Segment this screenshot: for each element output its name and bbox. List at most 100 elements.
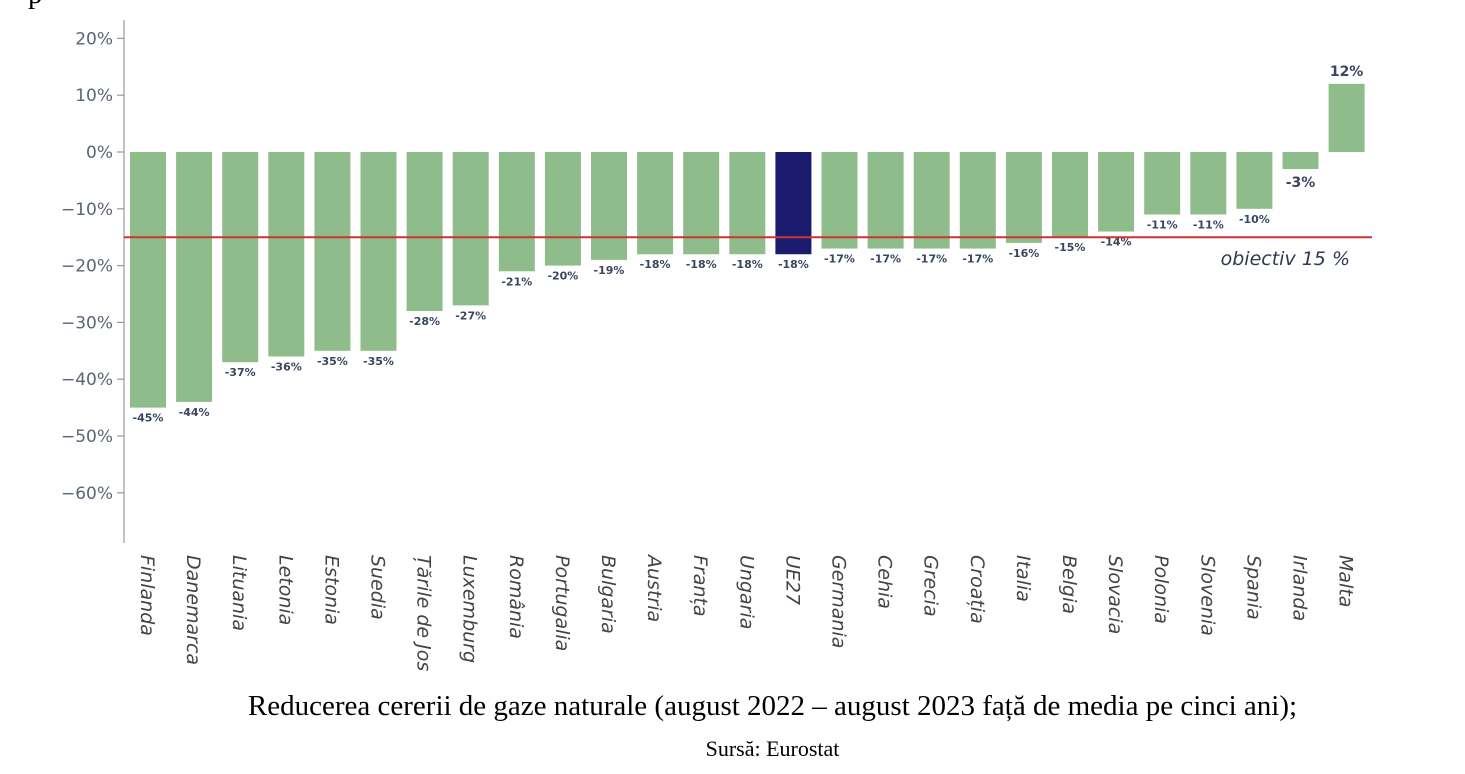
category-label: Croația bbox=[966, 555, 988, 624]
data-label: -3% bbox=[1286, 175, 1316, 191]
category-label: Spania bbox=[1242, 555, 1264, 620]
data-label: -27% bbox=[455, 309, 486, 322]
data-label: -20% bbox=[547, 270, 578, 283]
bar-grecia bbox=[913, 152, 950, 249]
y-tick-label: −60% bbox=[61, 484, 113, 504]
bar-malta bbox=[1328, 83, 1365, 152]
bar-slovenia bbox=[1190, 152, 1227, 215]
bar-germania bbox=[821, 152, 858, 249]
y-tick-label: 0% bbox=[86, 143, 113, 163]
y-axis: 20% 10% 0% −10% −20% −30% −40% −50% −60% bbox=[61, 20, 125, 543]
bar-ue27 bbox=[775, 152, 812, 255]
data-label: -17% bbox=[824, 253, 855, 266]
category-label: Italia bbox=[1012, 555, 1034, 602]
y-tick-label: 20% bbox=[75, 29, 113, 49]
data-label: -14% bbox=[1101, 236, 1132, 249]
data-label: -18% bbox=[686, 258, 717, 271]
y-tick-label: −10% bbox=[61, 200, 113, 220]
data-label: -17% bbox=[962, 253, 993, 266]
data-label: -19% bbox=[594, 264, 625, 277]
bar-cehia bbox=[867, 152, 904, 249]
category-label: Polonia bbox=[1150, 555, 1172, 624]
data-label: -18% bbox=[640, 258, 671, 271]
bar-polonia bbox=[1144, 152, 1181, 215]
data-label: -35% bbox=[363, 355, 394, 368]
y-tick-label: −20% bbox=[61, 257, 113, 277]
bar-portugalia bbox=[544, 152, 581, 266]
bar-irlanda bbox=[1282, 152, 1319, 170]
data-label: -37% bbox=[225, 366, 256, 379]
category-label: Germania bbox=[828, 555, 850, 648]
data-label: -15% bbox=[1055, 241, 1086, 254]
category-label: Luxemburg bbox=[459, 555, 481, 663]
data-label: -18% bbox=[732, 258, 763, 271]
data-label: -45% bbox=[133, 412, 164, 425]
bar-slovacia bbox=[1098, 152, 1135, 232]
category-label: Cehia bbox=[874, 555, 896, 609]
category-label: Țările de Jos bbox=[413, 555, 435, 671]
bar-luxemburg bbox=[452, 152, 489, 306]
data-label: -10% bbox=[1239, 213, 1270, 226]
category-label: Suedia bbox=[367, 555, 389, 620]
category-label: Portugalia bbox=[551, 555, 573, 651]
bar-lituania bbox=[222, 152, 259, 363]
category-label: Letonia bbox=[274, 555, 296, 625]
category-label: România bbox=[505, 555, 527, 639]
data-label: -28% bbox=[409, 315, 440, 328]
bar-austria bbox=[637, 152, 674, 255]
y-tick-label: −50% bbox=[61, 427, 113, 447]
bar-letonia bbox=[268, 152, 305, 357]
bar-suedia bbox=[360, 152, 397, 351]
category-label: Austria bbox=[643, 553, 665, 622]
category-label: Belgia bbox=[1058, 555, 1080, 614]
category-label: Franța bbox=[689, 555, 711, 617]
data-label: -11% bbox=[1193, 218, 1224, 231]
figure-source: Sursă: Eurostat bbox=[705, 736, 840, 761]
category-label: Slovenia bbox=[1196, 555, 1218, 636]
bar-franța bbox=[683, 152, 720, 255]
y-tick-label: −30% bbox=[61, 313, 113, 333]
target-label: obiectiv 15 % bbox=[1221, 248, 1350, 270]
category-label: Slovacia bbox=[1104, 555, 1126, 634]
bar-italia bbox=[1005, 152, 1042, 243]
cropped-text-fragment: p bbox=[28, 0, 43, 11]
bar-estonia bbox=[314, 152, 351, 351]
bar-danemarca bbox=[176, 152, 213, 402]
data-label: -11% bbox=[1147, 218, 1178, 231]
data-label: -35% bbox=[317, 355, 348, 368]
target-line-group: obiectiv 15 % bbox=[124, 236, 1372, 270]
category-label: Grecia bbox=[920, 555, 942, 617]
data-label: -18% bbox=[778, 258, 809, 271]
y-tick-label: −40% bbox=[61, 370, 113, 390]
bar-românia bbox=[498, 152, 535, 272]
y-tick-label: 10% bbox=[75, 86, 113, 106]
data-label: -21% bbox=[501, 275, 532, 288]
data-label: -17% bbox=[916, 253, 947, 266]
category-label: Bulgaria bbox=[597, 555, 619, 634]
figure-caption: Reducerea cererii de gaze naturale (augu… bbox=[247, 690, 1298, 722]
bar-bulgaria bbox=[591, 152, 627, 260]
data-label: -44% bbox=[179, 406, 210, 419]
category-label: Finlanda bbox=[136, 555, 158, 636]
bar-finlanda bbox=[130, 152, 166, 408]
data-label: -36% bbox=[271, 360, 302, 373]
category-label: Estonia bbox=[320, 555, 342, 625]
category-label: UE27 bbox=[781, 555, 803, 605]
bar-croația bbox=[959, 152, 996, 249]
bar-spania bbox=[1236, 152, 1273, 209]
bar-belgia bbox=[1052, 152, 1088, 238]
bars-group bbox=[130, 83, 1365, 408]
category-label: Malta bbox=[1335, 555, 1357, 607]
bar-chart: 20% 10% 0% −10% −20% −30% −40% −50% −60% -45% -44… bbox=[61, 20, 1372, 671]
category-label: Ungaria bbox=[735, 555, 757, 629]
bar-ungaria bbox=[729, 152, 766, 255]
bar-țările-de-jos bbox=[406, 152, 443, 312]
x-axis-labels: Finlanda Danemarca Lituania Letonia Estonia S… bbox=[136, 553, 1357, 671]
data-labels-group: -45% -44% -37% -36% -35% -35% -28% -27% -21% -20%… bbox=[133, 64, 1364, 425]
data-label: -16% bbox=[1008, 247, 1039, 260]
data-label: 12% bbox=[1330, 64, 1364, 80]
category-label: Danemarca bbox=[182, 555, 204, 665]
category-label: Irlanda bbox=[1289, 555, 1311, 621]
category-label: Lituania bbox=[228, 555, 250, 631]
data-label: -17% bbox=[870, 253, 901, 266]
